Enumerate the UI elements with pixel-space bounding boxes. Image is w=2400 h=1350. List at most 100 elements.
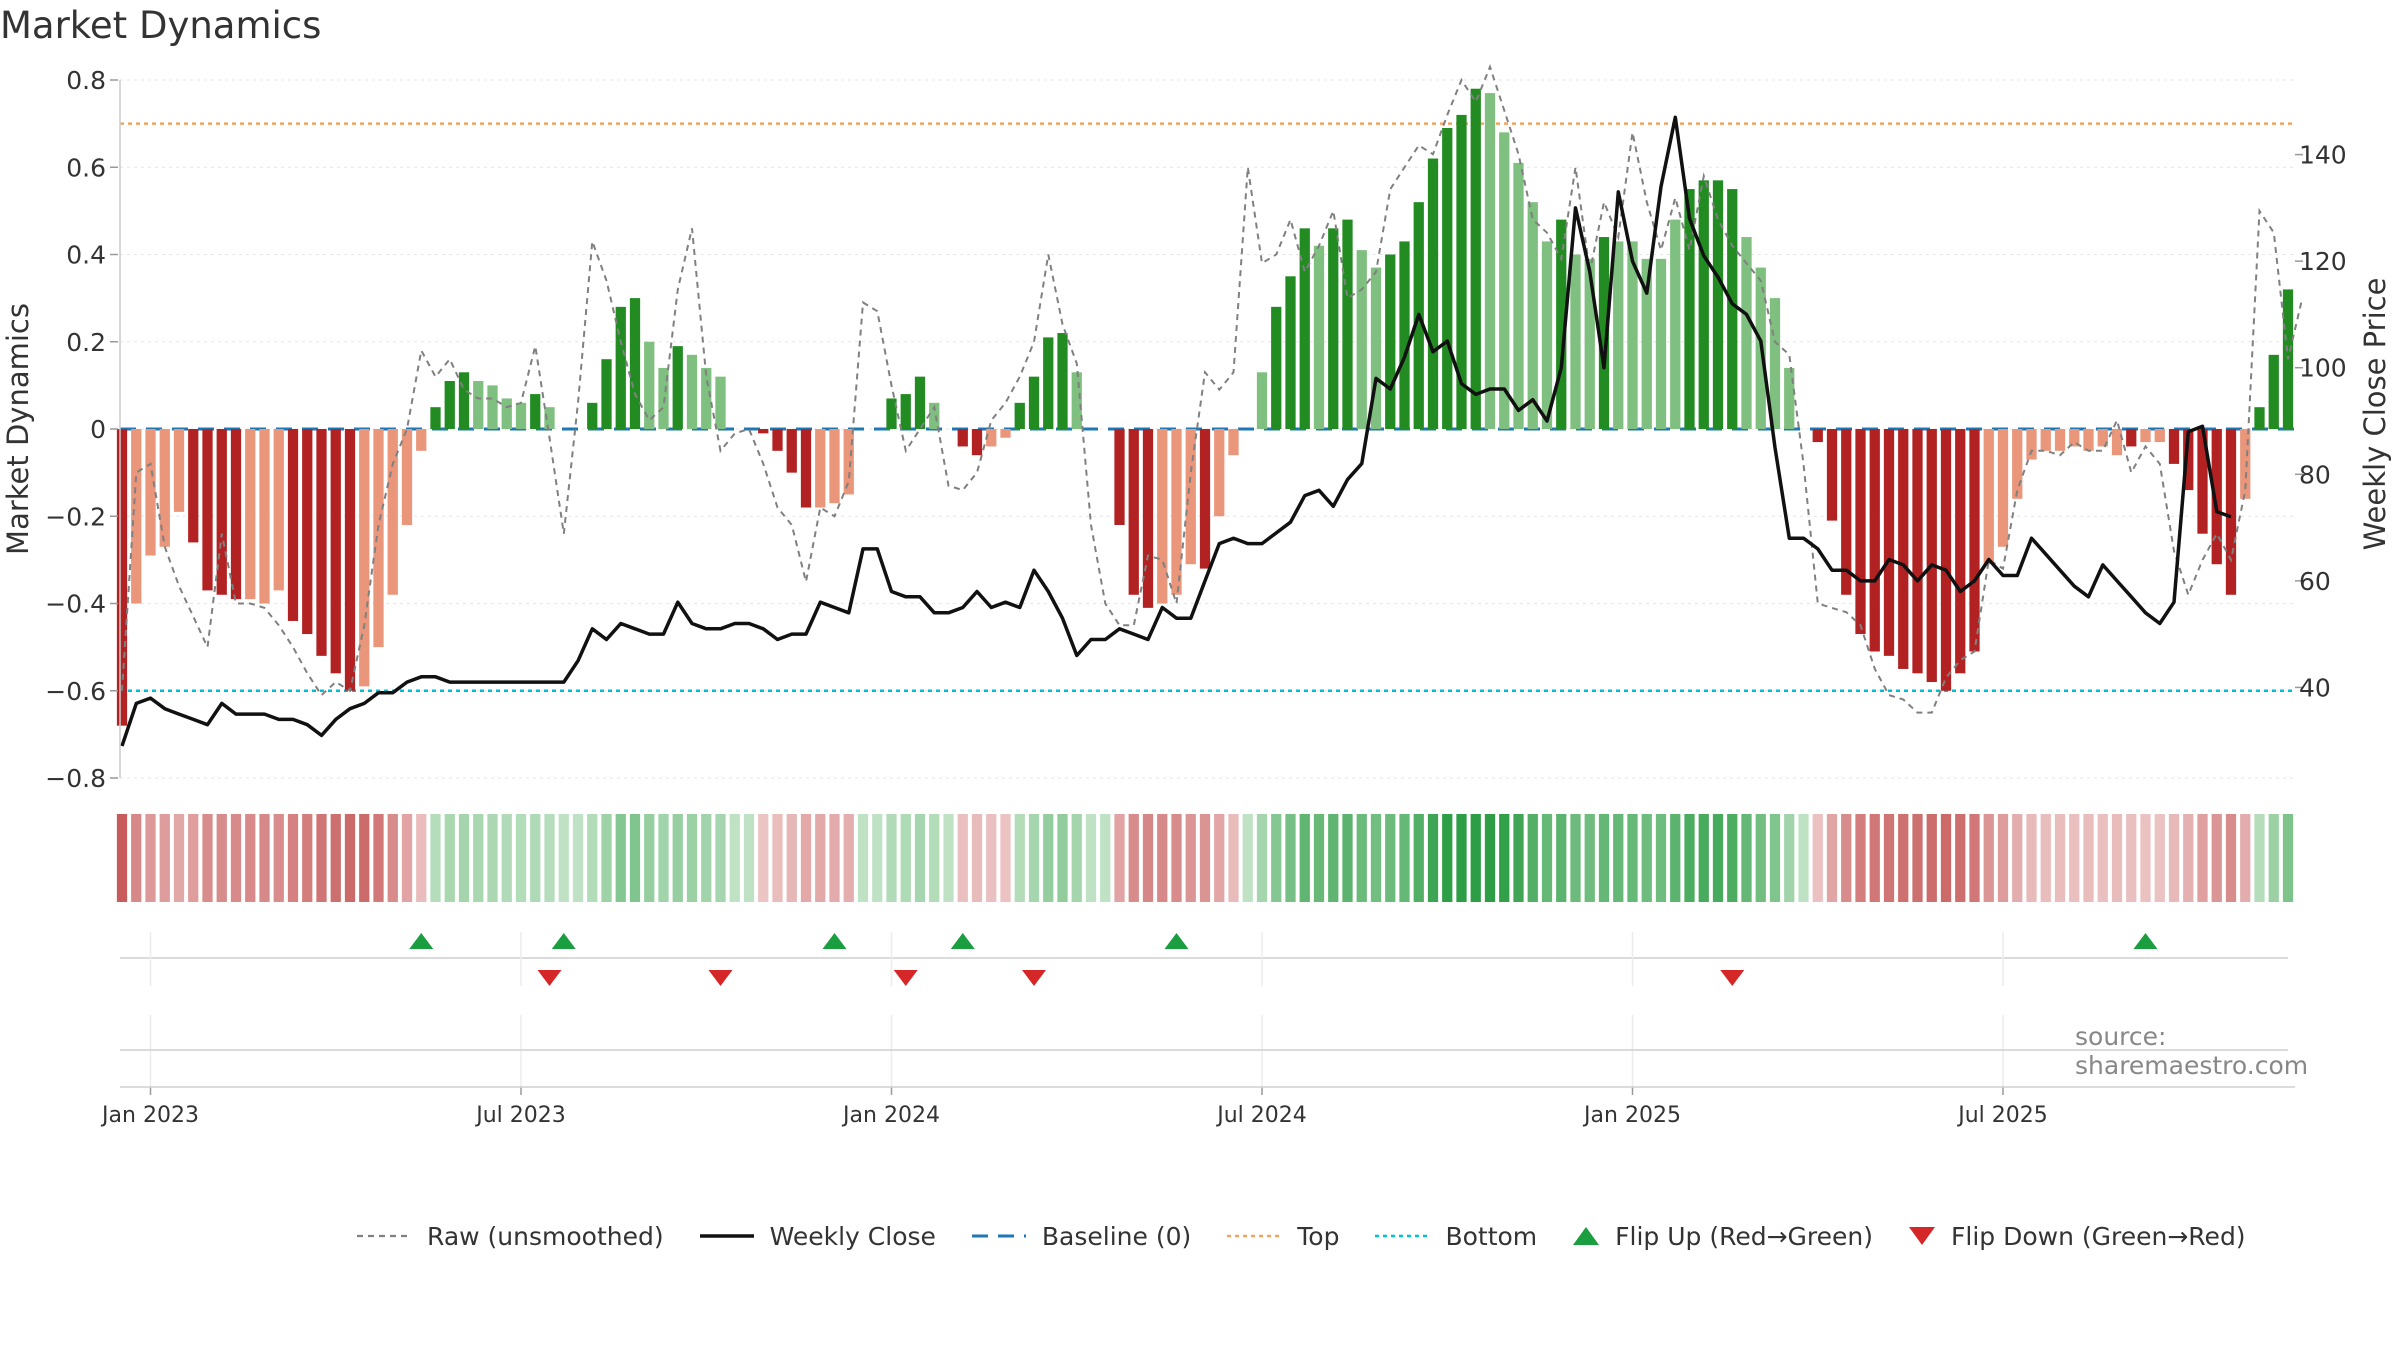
dynamics-bar [1598, 237, 1610, 429]
dynamics-bar [929, 402, 940, 429]
dynamics-bar [1741, 237, 1752, 429]
heat-cell [772, 814, 783, 902]
heat-cell [2012, 814, 2023, 902]
heat-cell [458, 814, 470, 902]
dynamics-bar [373, 429, 384, 648]
bar-layer [116, 88, 2294, 726]
heat-cell [1727, 814, 1738, 902]
dynamics-bar [159, 429, 170, 547]
heat-cell [1228, 814, 1239, 902]
dynamics-bar [1157, 429, 1168, 604]
heat-cell [1755, 814, 1766, 902]
heat-cell [444, 814, 455, 902]
dynamics-bar [487, 385, 498, 429]
heat-cell [1841, 814, 1852, 902]
heat-cell [2211, 814, 2222, 902]
heat-cell [416, 814, 427, 902]
dynamics-bar [1114, 429, 1125, 525]
heat-cell [1028, 814, 1040, 902]
dynamics-bar [1356, 250, 1367, 429]
heat-cell [2140, 814, 2151, 902]
heat-cell [530, 814, 541, 902]
dynamics-bar [1826, 429, 1838, 521]
legend-swatch-baseline [971, 1234, 1026, 1238]
heat-cell [1285, 814, 1296, 902]
dynamics-bar [1342, 219, 1353, 429]
dynamics-bar [501, 398, 512, 429]
dynamics-bar [1898, 429, 1909, 669]
flip-down-marker [1720, 970, 1745, 986]
heat-cell [2040, 814, 2051, 902]
heat-cell [1043, 814, 1054, 902]
heat-cell [544, 814, 555, 902]
heat-cell [2069, 814, 2080, 902]
dynamics-bar [259, 429, 270, 604]
dynamics-bar [1769, 298, 1781, 429]
heat-cell [829, 814, 840, 902]
heat-cell [729, 814, 740, 902]
heat-cell [872, 814, 883, 902]
heat-cell [2097, 814, 2108, 902]
heat-cell [1171, 814, 1182, 902]
y-tick-label: 0.8 [66, 66, 106, 95]
heat-cell [1242, 814, 1253, 902]
heat-cell [558, 814, 569, 902]
dynamics-bar [1855, 429, 1866, 635]
legend-item-raw: Raw (unsmoothed) [355, 1222, 664, 1251]
heat-cell [1385, 814, 1396, 902]
heat-cell [1456, 814, 1467, 902]
heat-cell [601, 814, 612, 902]
heat-cell [1527, 814, 1538, 902]
heat-cell [658, 814, 669, 902]
heat-cell [202, 814, 213, 902]
heat-cell [686, 814, 698, 902]
heat-cell [1556, 814, 1567, 902]
dynamics-bar [1727, 189, 1738, 429]
raw-series-line [121, 63, 2304, 714]
dynamics-bar [601, 359, 612, 429]
legend-item-bottom: Bottom [1373, 1222, 1537, 1251]
heat-cell [1499, 814, 1510, 902]
heat-cell [1912, 814, 1923, 902]
dynamics-bar [1214, 429, 1225, 517]
heat-cell [1157, 814, 1168, 902]
legend-label-bottom: Bottom [1445, 1221, 1538, 1251]
heat-cell [1541, 814, 1553, 902]
dynamics-bar [971, 429, 983, 456]
legend-label-raw: Raw (unsmoothed) [427, 1221, 664, 1251]
heat-cell [1399, 814, 1410, 902]
dynamics-bar [131, 429, 142, 604]
dynamics-bar [1043, 337, 1054, 429]
dynamics-bar [772, 429, 783, 451]
dynamics-bar [1869, 429, 1880, 652]
dynamics-bar [530, 394, 541, 429]
heat-cell [886, 814, 897, 902]
dynamics-bar [1584, 258, 1595, 429]
dynamics-bar [1128, 429, 1139, 595]
heat-cell [971, 814, 983, 902]
dynamics-bar [1784, 367, 1795, 429]
heat-cell [857, 814, 869, 902]
heat-cell [1869, 814, 1880, 902]
y-tick-label: 0.6 [66, 153, 106, 182]
dynamics-bar [1541, 241, 1553, 429]
x-tick-label: Jan 2023 [100, 1103, 199, 1128]
y-tick-label: 0 [90, 415, 106, 444]
heat-cell [2254, 814, 2265, 902]
heat-cell [2225, 814, 2237, 902]
flip-up-marker [2133, 933, 2158, 949]
heat-cell [1826, 814, 1838, 902]
dynamics-bar [1812, 429, 1823, 443]
heat-cell [800, 814, 812, 902]
dynamics-bar [900, 394, 911, 429]
heat-cell [1000, 814, 1011, 902]
dynamics-bar [1613, 241, 1624, 429]
dynamics-bar [1456, 114, 1467, 430]
heat-cell [843, 814, 854, 902]
flip-up-icon [1573, 1227, 1600, 1245]
axis-layer: 0.8 0.6 0.4 0.2 0 −0.2 −0.4 −0.6 −0.8 140 120 100 80… [1, 66, 2392, 793]
heat-cell [914, 814, 926, 902]
dynamics-bar [1470, 88, 1481, 429]
legend-item-flip-up: Flip Up (Red→Green) [1571, 1222, 1873, 1251]
